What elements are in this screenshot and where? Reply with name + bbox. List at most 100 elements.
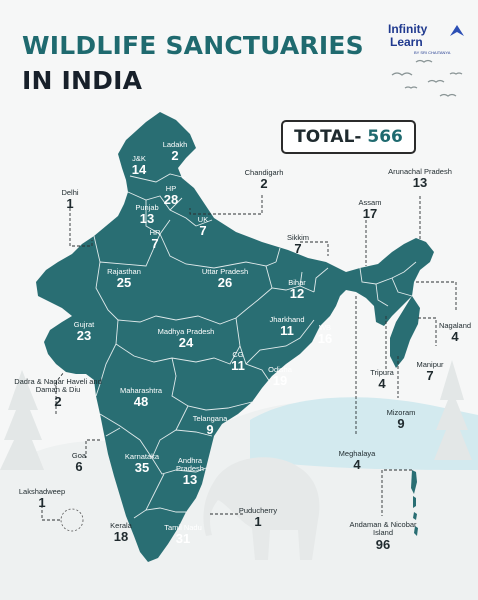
- callout-andaman: Andaman & Nicobar Island 96: [343, 520, 423, 552]
- logo-arrow-icon: [450, 25, 464, 36]
- state-name: Sikkim: [286, 233, 310, 242]
- state-name: Rajasthan: [107, 267, 141, 276]
- total-box: TOTAL- 566: [281, 120, 416, 154]
- state-value: 4: [451, 329, 459, 345]
- state-value: 13: [182, 471, 198, 487]
- state-value: 6: [75, 459, 83, 475]
- state-name: Ladakh: [162, 140, 188, 149]
- label-telangana: Telangana 9: [193, 415, 228, 437]
- logo-text-line2: Learn: [390, 35, 423, 49]
- callout-arunachal: Arunachal Pradesh 13: [388, 167, 452, 191]
- state-name: HP: [165, 184, 177, 193]
- callout-lines: [41, 195, 457, 521]
- state-value: 12: [289, 285, 305, 301]
- state-value: 13: [412, 175, 428, 191]
- state-name: J&K: [132, 154, 146, 163]
- state-value: 4: [378, 376, 386, 392]
- state-name: Dadra & Nagar Haveli and Daman & Diu: [14, 377, 102, 395]
- state-value: 28: [163, 191, 179, 207]
- callout-manipur: Manipur 7: [416, 360, 444, 384]
- state-name: Maharashtra: [119, 386, 163, 395]
- state-name: Puducherry: [238, 506, 278, 515]
- state-value: 14: [131, 161, 147, 177]
- state-name: Mizoram: [386, 408, 416, 417]
- label-wb: WB 16: [318, 324, 332, 346]
- state-value: 1: [38, 495, 46, 511]
- background-water: [250, 397, 478, 470]
- state-name: Gujrat: [73, 320, 95, 329]
- state-value: 13: [139, 210, 155, 226]
- state-name: WB: [318, 323, 332, 332]
- logo-text-line1: Infinity: [388, 22, 428, 36]
- label-hp: HP 28: [164, 185, 178, 207]
- callout-assam: Assam 17: [359, 198, 382, 222]
- label-uk: UK 7: [198, 216, 208, 238]
- callout-kerala: Kerala 18: [110, 521, 132, 545]
- state-value: 25: [116, 274, 132, 290]
- label-punjab: Punjab 13: [135, 204, 158, 226]
- state-value: 9: [397, 416, 405, 432]
- state-name: Meghalaya: [338, 449, 376, 458]
- state-value: 4: [353, 457, 361, 473]
- label-cg: CG 11: [231, 351, 245, 373]
- state-name: Madhya Pradesh: [157, 327, 215, 336]
- label-up: Uttar Pradesh 26: [202, 268, 248, 290]
- state-name: Tripura: [370, 368, 394, 377]
- state-name: Bihar: [288, 278, 306, 287]
- state-value: 31: [175, 530, 191, 546]
- birds-decoration: [391, 59, 463, 97]
- india-mainland-shape: [36, 112, 434, 562]
- state-value: 48: [133, 393, 149, 409]
- tree-right-decoration: [434, 360, 472, 460]
- state-name: Uttar Pradesh: [201, 267, 249, 276]
- callout-sikkim: Sikkim 7: [286, 233, 310, 257]
- label-karnataka: Karnataka 35: [125, 453, 159, 475]
- elephant-silhouette: [203, 457, 320, 560]
- northeast-shape: [390, 296, 420, 368]
- state-name: Delhi: [61, 188, 79, 197]
- callout-goa: Goa 6: [71, 451, 87, 475]
- label-gujrat: Gujrat 23: [74, 321, 94, 343]
- state-borders: [93, 173, 417, 519]
- state-value: 17: [362, 206, 378, 222]
- state-value: 7: [426, 368, 434, 384]
- state-value: 7: [151, 235, 159, 251]
- callout-dnh: Dadra & Nagar Haveli and Daman & Diu 2: [8, 377, 108, 409]
- state-name: Arunachal Pradesh: [388, 167, 452, 176]
- andaman-islands-shape: [411, 470, 418, 536]
- state-value: 35: [134, 459, 150, 475]
- state-value: 2: [260, 176, 268, 192]
- state-name: Andaman & Nicobar Island: [349, 520, 417, 538]
- page-title-line2: IN INDIA: [22, 66, 143, 95]
- callout-mizoram: Mizoram 9: [386, 408, 416, 432]
- page-title-line1: WILDLIFE SANCTUARIES: [22, 31, 364, 60]
- state-value: 24: [178, 334, 194, 350]
- state-name: Odisha: [268, 365, 292, 374]
- label-jk: J&K 14: [132, 155, 146, 177]
- state-name: Jharkhand: [269, 315, 305, 324]
- state-name: UK: [197, 215, 209, 224]
- state-value: 7: [199, 222, 207, 238]
- label-bihar: Bihar 12: [288, 279, 306, 301]
- label-mp: Madhya Pradesh 24: [158, 328, 215, 350]
- state-name: Karnataka: [124, 452, 160, 461]
- state-value: 7: [294, 241, 302, 257]
- state-name: Punjab: [135, 203, 159, 212]
- state-name: Manipur: [416, 360, 444, 369]
- lakshadweep-circle: [60, 508, 84, 532]
- state-name: Andhra Pradesh: [176, 456, 204, 473]
- total-value: 566: [367, 127, 403, 147]
- state-value: 19: [272, 372, 288, 388]
- total-label: TOTAL-: [294, 127, 362, 147]
- label-hr: HR 7: [150, 229, 161, 251]
- state-name: HR: [149, 228, 161, 237]
- state-name: Goa: [71, 451, 87, 460]
- state-value: 18: [113, 529, 129, 545]
- logo-tagline: BY SRI CHAITANYA: [414, 50, 451, 55]
- label-tn: Tamil Nadu 31: [164, 524, 202, 546]
- label-maharashtra: Maharashtra 48: [120, 387, 162, 409]
- state-value: 1: [254, 514, 262, 530]
- label-rajasthan: Rajasthan 25: [107, 268, 141, 290]
